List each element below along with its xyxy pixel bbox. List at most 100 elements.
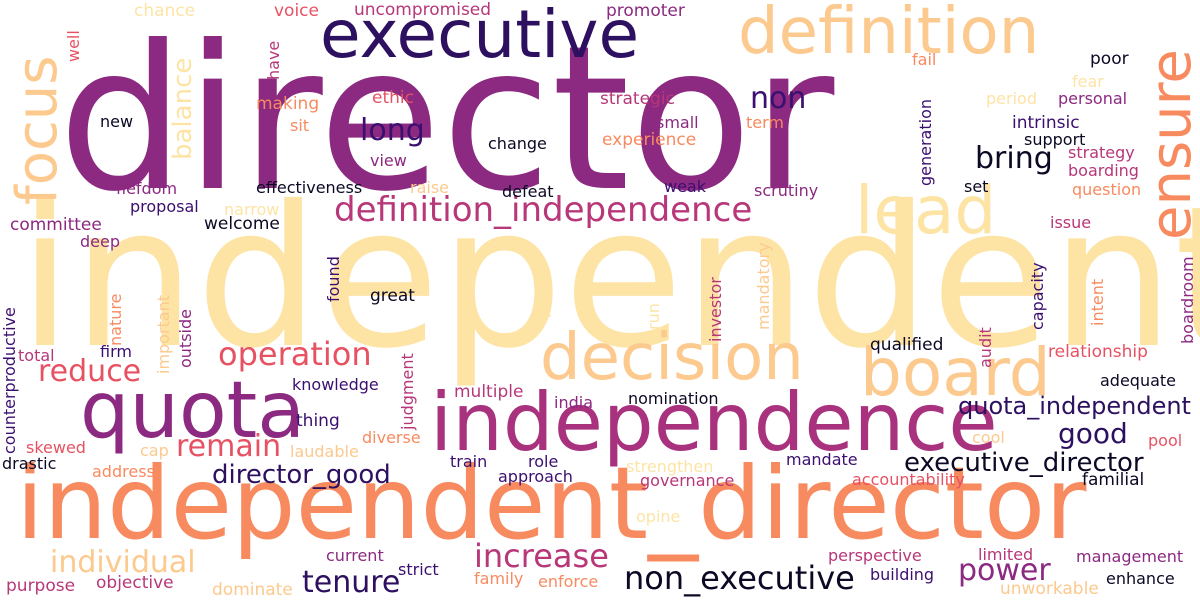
word-chance: chance [134, 1, 196, 21]
word-building: building [870, 565, 935, 584]
word-governance: governance [640, 471, 735, 490]
word-limited: limited [978, 545, 1034, 564]
word-perspective: perspective [828, 546, 922, 565]
word-well: well [64, 30, 83, 62]
word-important: important [154, 294, 173, 374]
word-independence: independence [430, 376, 998, 469]
word-have: have [264, 40, 283, 80]
word-balance: balance [168, 57, 198, 160]
word-audit: audit [976, 327, 995, 368]
word-board: board [860, 334, 1051, 411]
word-adequate: adequate [1100, 371, 1177, 390]
word-weak: weak [664, 177, 706, 196]
word-effectiveness: effectiveness [256, 178, 363, 197]
word-decision: decision [540, 321, 804, 395]
word-nomination: nomination [628, 389, 719, 408]
word-definition: definition [738, 0, 1040, 69]
word-good: good [1058, 417, 1128, 450]
word-defeat: defeat [502, 182, 554, 201]
word-judgment: judgment [398, 353, 417, 430]
word-operation: operation [218, 335, 372, 373]
word-quota-independent: quota_independent [958, 392, 1191, 420]
word-investor: investor [706, 277, 725, 342]
word-bring: bring [975, 141, 1053, 176]
word-welcome: welcome [204, 214, 280, 234]
word-firm: firm [100, 342, 132, 361]
word-non: non [750, 81, 807, 116]
word-address: address [92, 462, 155, 481]
word-raise: raise [410, 178, 450, 197]
word-support: support [1024, 130, 1086, 149]
word-question: question [1072, 180, 1142, 199]
word-committee: committee [10, 215, 102, 235]
word-poor: poor [1090, 49, 1129, 69]
word-mandatory: mandatory [754, 242, 773, 330]
word-generation: generation [916, 98, 935, 186]
word-boarding: boarding [1068, 161, 1139, 180]
word-drastic: drastic [2, 454, 57, 473]
word-issue: issue [1050, 213, 1092, 232]
word-term: term [746, 113, 784, 132]
word-total: total [18, 346, 55, 365]
word-diverse: diverse [362, 428, 421, 447]
word-thing: thing [296, 411, 340, 431]
word-nature: nature [106, 293, 125, 346]
word-ethic: ethic [372, 88, 414, 108]
word-india: india [554, 393, 593, 412]
word-strict: strict [398, 560, 439, 579]
word-strengthen: strengthen [626, 457, 714, 476]
word-experience: experience [602, 130, 697, 150]
word-qualified: qualified [870, 335, 944, 355]
word-set: set [964, 177, 989, 196]
word-approach: approach [498, 467, 573, 486]
word-management: management [1076, 547, 1184, 566]
word-remain: remain [176, 429, 282, 464]
word-tenure: tenure [302, 565, 401, 600]
word-skewed: skewed [26, 438, 86, 457]
word-dominate: dominate [212, 580, 293, 600]
word-definition-independence: definition_independence [334, 190, 753, 230]
word-period: period [986, 89, 1037, 108]
word-quota: quota [80, 366, 306, 456]
word-long: long [360, 113, 425, 148]
word-boardroom: boardroom [1178, 256, 1197, 344]
word-strategic: strategic [600, 89, 675, 109]
word-uncompromised: uncompromised [354, 0, 492, 20]
word-making: making [256, 94, 320, 114]
word-lead: lead [855, 172, 997, 249]
word-purpose: purpose [6, 576, 76, 596]
word-cool: cool [972, 428, 1005, 447]
word-promoter: promoter [606, 1, 685, 21]
word-knowledge: knowledge [292, 375, 379, 394]
word-executive: executive [320, 0, 640, 73]
word-independent: independent [18, 164, 1200, 391]
word-personal: personal [1058, 89, 1128, 108]
word-laudable: laudable [290, 442, 359, 461]
word-great: great [370, 286, 415, 306]
word-individual: individual [50, 545, 196, 580]
word-strategy: strategy [1068, 143, 1135, 162]
word-role: role [528, 452, 559, 471]
word-familial: familial [1082, 470, 1145, 490]
word-view: view [370, 151, 407, 170]
word-mandate: mandate [786, 450, 858, 469]
word-deep: deep [80, 232, 120, 251]
word-power: power [958, 553, 1051, 588]
word-opine: opine [636, 507, 681, 526]
word-narrow: narrow [224, 200, 280, 219]
word-proposal: proposal [130, 197, 199, 216]
word-intent: intent [1088, 278, 1107, 326]
word-pool: pool [1148, 431, 1183, 450]
word-voice: voice [274, 1, 319, 21]
word-fail: fail [912, 50, 937, 69]
word-scrutiny: scrutiny [754, 181, 819, 200]
word-executive-director: executive_director [904, 448, 1144, 478]
word-enhance: enhance [1106, 569, 1175, 588]
word-unworkable: unworkable [1000, 579, 1099, 599]
word-intrinsic: intrinsic [1012, 113, 1080, 133]
word-sit: sit [290, 116, 310, 135]
word-enforce: enforce [538, 572, 599, 591]
word-lack: lack [536, 285, 555, 318]
word-reduce: reduce [38, 354, 142, 389]
word-director-good: director_good [212, 460, 391, 490]
